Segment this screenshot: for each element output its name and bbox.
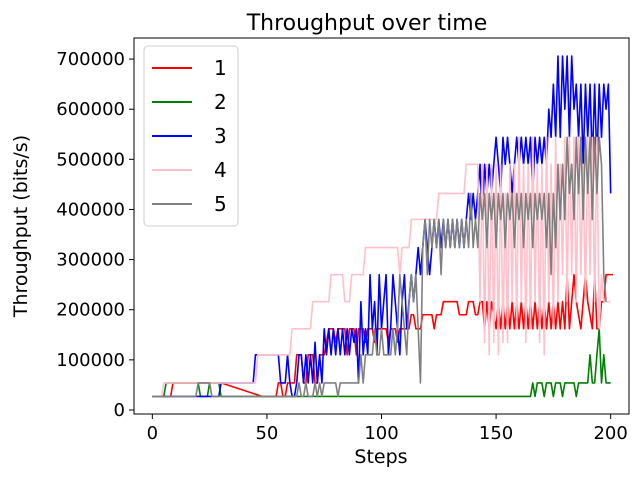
y-tick-label: 400000	[56, 199, 125, 220]
legend: 1 2 3 4 5	[143, 45, 239, 227]
legend-label-1: 1	[214, 56, 227, 80]
x-tick-label: 0	[147, 423, 158, 444]
series-line-5	[152, 136, 607, 398]
x-axis: 0 50 100 150 200	[147, 414, 628, 444]
y-tick-label: 200000	[56, 300, 125, 321]
x-tick-label: 200	[593, 423, 627, 444]
x-tick-label: 50	[255, 423, 278, 444]
y-tick-label: 300000	[56, 250, 125, 271]
series-line-4	[152, 136, 611, 398]
series-line-1	[152, 273, 613, 398]
y-axis: 0 100000 200000 300000 400000 500000 600000 700…	[56, 49, 134, 421]
y-tick-label: 700000	[56, 49, 125, 70]
y-axis-label: Throughput (bits/s)	[10, 135, 32, 318]
y-tick-label: 0	[114, 400, 125, 421]
legend-label-2: 2	[214, 90, 227, 114]
y-tick-label: 100000	[56, 350, 125, 371]
series-lines	[152, 55, 613, 398]
x-tick-label: 100	[364, 423, 398, 444]
legend-label-5: 5	[214, 192, 227, 216]
y-tick-label: 500000	[56, 149, 125, 170]
legend-label-3: 3	[214, 124, 227, 148]
series-line-2	[152, 327, 611, 398]
x-axis-label: Steps	[354, 446, 407, 468]
chart-title: Throughput over time	[246, 11, 488, 36]
legend-label-4: 4	[214, 158, 227, 182]
y-tick-label: 600000	[56, 99, 125, 120]
x-tick-label: 150	[479, 423, 513, 444]
